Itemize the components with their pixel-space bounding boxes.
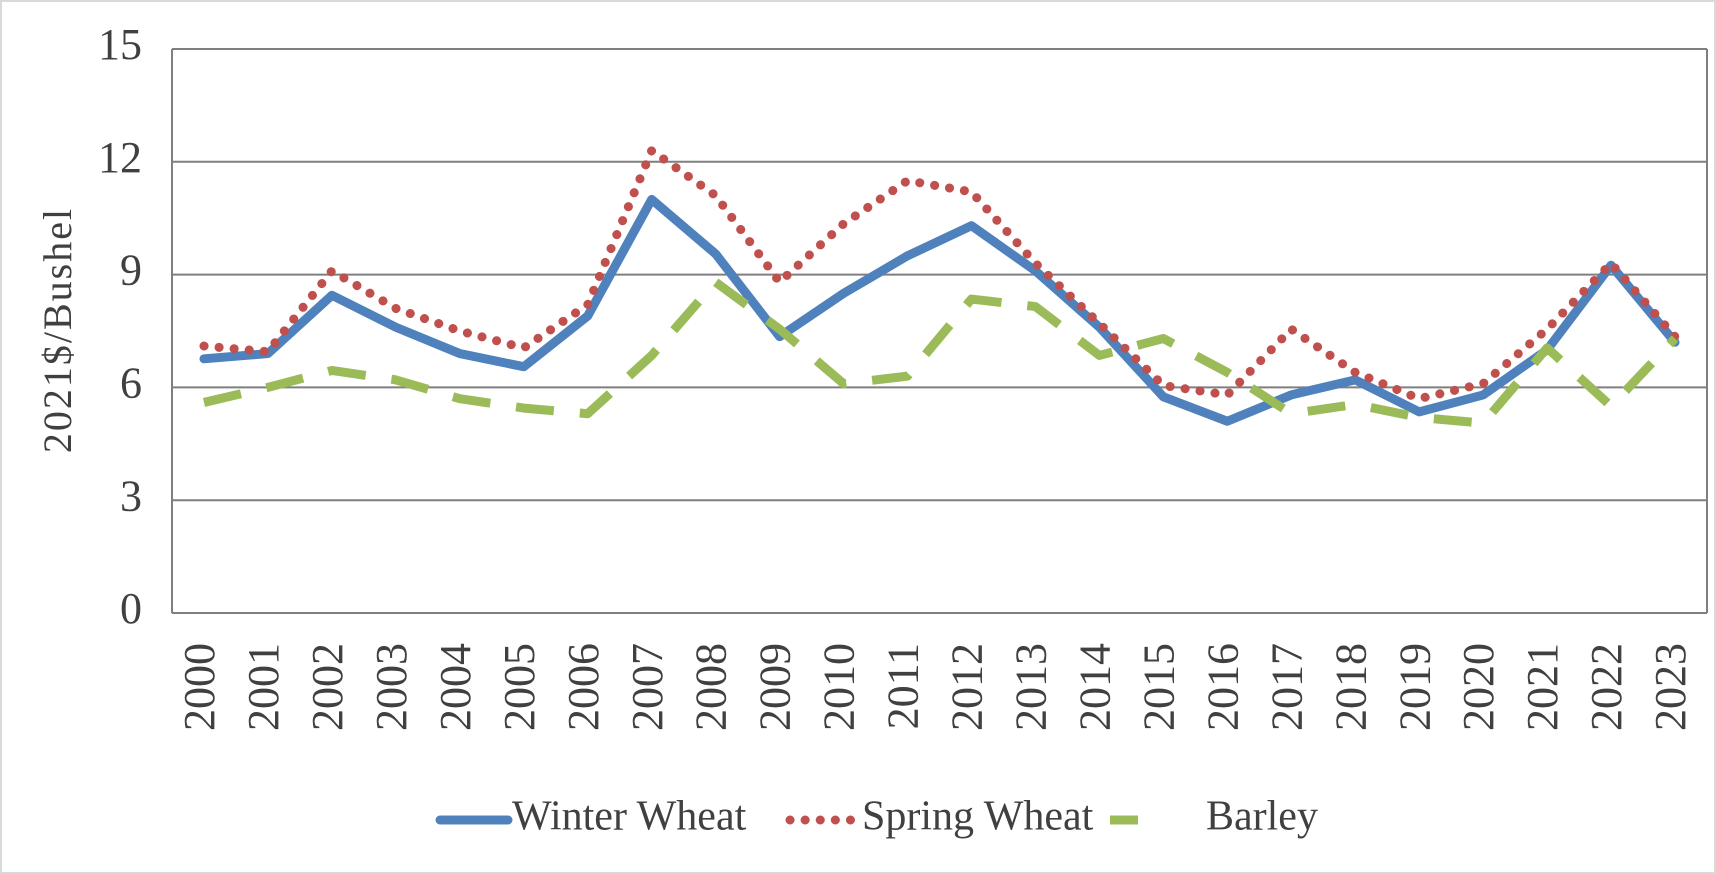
y-tick-label: 15 — [98, 20, 142, 69]
x-tick-label: 2009 — [751, 643, 800, 731]
x-tick-label: 2011 — [879, 643, 928, 729]
y-axis-label: 2021$/Bushel — [35, 207, 80, 453]
x-tick-label: 2014 — [1070, 643, 1119, 731]
x-tick-label: 2005 — [495, 643, 544, 731]
x-tick-label: 2016 — [1198, 643, 1247, 731]
line-series — [199, 194, 1680, 426]
x-tick-label: 2004 — [431, 643, 480, 731]
y-tick-label: 9 — [120, 246, 142, 295]
x-tick-label: 2020 — [1454, 643, 1503, 731]
line-series — [202, 277, 1679, 428]
y-tick-label: 6 — [120, 358, 142, 407]
x-tick-label: 2002 — [303, 643, 352, 731]
x-tick-label: 2015 — [1134, 643, 1183, 731]
y-tick-label: 12 — [98, 133, 142, 182]
legend-label: Winter Wheat — [512, 794, 747, 840]
y-tick-label: 0 — [120, 584, 142, 633]
x-tick-label: 2008 — [687, 643, 736, 731]
x-tick-label: 2021 — [1518, 643, 1567, 731]
x-tick-label: 2017 — [1262, 643, 1311, 731]
x-tick-label: 2000 — [175, 643, 224, 731]
x-tick-label: 2001 — [239, 643, 288, 731]
x-tick-label: 2019 — [1390, 643, 1439, 731]
legend-label: Spring Wheat — [862, 794, 1094, 840]
x-tick-label: 2007 — [623, 643, 672, 731]
x-tick-label: 2003 — [367, 643, 416, 731]
x-tick-label: 2012 — [943, 643, 992, 731]
x-tick-label: 2013 — [1007, 643, 1056, 731]
x-tick-label: 2006 — [559, 643, 608, 731]
x-tick-label: 2022 — [1582, 643, 1631, 731]
legend-label: Barley — [1206, 794, 1318, 840]
y-tick-label: 3 — [120, 471, 142, 520]
line-series — [199, 146, 1680, 404]
x-tick-label: 2018 — [1326, 643, 1375, 731]
x-tick-label: 2010 — [815, 643, 864, 731]
x-tick-label: 2023 — [1646, 643, 1695, 731]
